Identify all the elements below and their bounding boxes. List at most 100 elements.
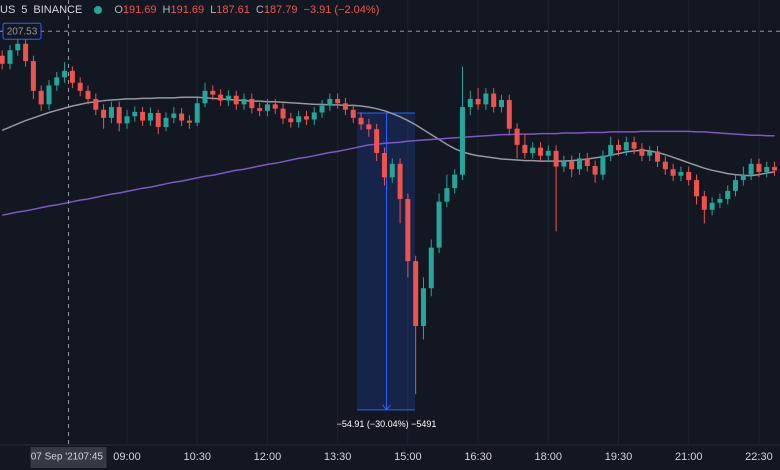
candle-body xyxy=(576,158,582,170)
candle-body xyxy=(436,201,442,248)
candle-body xyxy=(623,142,629,151)
candle-body xyxy=(132,111,138,117)
candle-body xyxy=(686,171,692,181)
candle-body xyxy=(498,100,504,108)
ohlc-key: C xyxy=(255,4,264,16)
candle-body xyxy=(233,95,239,105)
candle-body xyxy=(272,104,278,109)
candle-body xyxy=(155,113,161,128)
candle-body xyxy=(600,155,606,175)
candle-body xyxy=(350,109,356,118)
candle-body xyxy=(171,113,177,118)
symbol[interactable]: US xyxy=(0,4,16,16)
candle-body xyxy=(717,198,723,203)
candle-body xyxy=(530,147,536,154)
candle-body xyxy=(701,196,707,210)
candle-body xyxy=(210,90,216,95)
candle-body xyxy=(327,98,333,106)
candle-body xyxy=(62,70,68,78)
time-label-date: 07 Sep '21 xyxy=(31,452,79,463)
candle-body xyxy=(655,151,661,162)
candle-body xyxy=(592,165,598,175)
candle-body xyxy=(475,98,481,105)
candle-body xyxy=(444,188,450,202)
candle-body xyxy=(397,163,403,199)
candle-body xyxy=(257,108,263,111)
candle-body xyxy=(319,105,325,113)
candle-body xyxy=(483,93,489,105)
candle-body xyxy=(764,167,770,172)
candle-body xyxy=(85,90,91,99)
candle-body xyxy=(662,161,668,170)
candle-body xyxy=(740,174,746,181)
candle-body xyxy=(311,112,317,120)
x-tick-label: 15:00 xyxy=(394,451,422,463)
ohlc-value: 187.79 xyxy=(263,4,298,16)
candle-body xyxy=(202,90,208,104)
candle-body xyxy=(77,82,83,91)
candle-body xyxy=(30,61,36,91)
candle-body xyxy=(694,180,700,197)
candle-body xyxy=(358,117,364,125)
candle-body xyxy=(413,261,419,327)
candle-body xyxy=(218,94,224,101)
x-tick-label: 22:30 xyxy=(745,451,773,463)
x-tick-label: 21:00 xyxy=(675,451,703,463)
legend-header: US 5 BINANCE O191.69 H191.69 L187.61 C18… xyxy=(0,4,379,16)
candle-body xyxy=(452,174,458,189)
moving-average xyxy=(1,96,775,177)
ohlc-key: L xyxy=(210,4,217,16)
measure-arrowhead xyxy=(382,404,391,411)
candle-body xyxy=(7,50,13,64)
candle-body xyxy=(381,153,387,178)
candle-body xyxy=(748,163,754,175)
candle-body xyxy=(15,43,21,51)
candle-body xyxy=(186,120,192,123)
candle-body xyxy=(733,180,739,191)
candle-body xyxy=(179,113,185,121)
candle-body xyxy=(420,288,426,327)
time-label-box xyxy=(30,447,107,468)
candle-body xyxy=(342,103,348,110)
ohlc: O191.69 xyxy=(114,4,156,16)
measure-label: −54.91 (−30.04%) −5491 xyxy=(337,419,437,429)
time-axis xyxy=(0,445,780,470)
candle-body xyxy=(23,43,29,62)
candle-body xyxy=(389,163,395,178)
candle-body xyxy=(69,70,75,83)
candle-body xyxy=(163,117,169,128)
ohlc: C187.79 xyxy=(256,4,298,16)
candle-body xyxy=(249,98,255,109)
candle-body xyxy=(584,158,590,166)
ohlc-key: O xyxy=(114,4,123,16)
candle-body xyxy=(678,171,684,176)
ohlc: H191.69 xyxy=(163,4,205,16)
x-tick-label: 12:00 xyxy=(254,451,282,463)
candle-body xyxy=(303,116,309,120)
candle-body xyxy=(467,98,473,108)
candle-body xyxy=(522,144,528,154)
price-label: 207.53 xyxy=(7,26,38,37)
candle-body xyxy=(670,169,676,176)
ohlc-value: 191.69 xyxy=(170,4,205,16)
candle-body xyxy=(639,148,645,156)
candle-body xyxy=(545,150,551,156)
candle-body xyxy=(647,151,653,156)
candle-body xyxy=(225,95,231,101)
candle-body xyxy=(124,116,130,124)
ohlc-value: 191.69 xyxy=(122,4,157,16)
candle-body xyxy=(428,247,434,289)
candle-body xyxy=(280,108,286,119)
candle-body xyxy=(756,163,762,172)
candle-body xyxy=(553,150,559,167)
candle-body xyxy=(366,124,372,130)
status-dot xyxy=(94,6,103,14)
interval[interactable]: 5 xyxy=(21,4,28,16)
x-tick-label: 19:30 xyxy=(605,451,633,463)
change: −3.91 (−2.04%) xyxy=(303,4,380,16)
moving-average xyxy=(2,130,775,216)
candle-body xyxy=(725,190,731,199)
candle-body xyxy=(537,147,543,156)
